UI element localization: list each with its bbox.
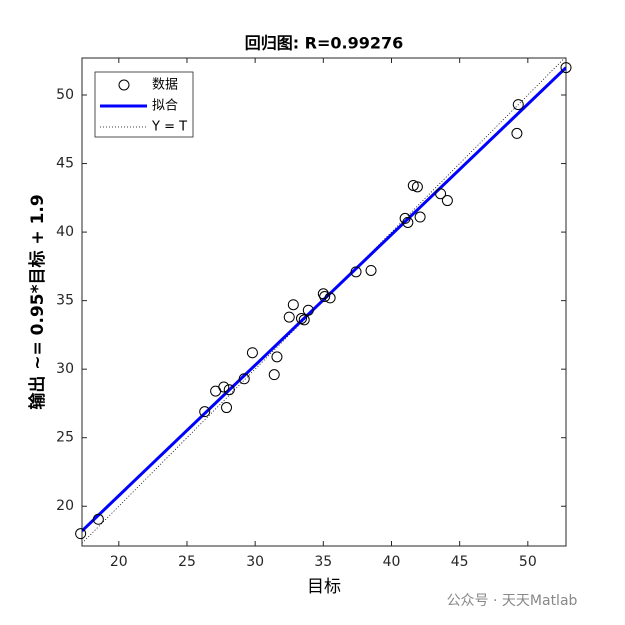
series-line <box>82 58 566 544</box>
watermark: 公众号 · 天天Matlab <box>447 593 578 609</box>
data-point <box>350 266 362 278</box>
data-point <box>223 384 235 396</box>
data-point <box>218 381 230 393</box>
y-axis-label: 输出 ~= 0.95*目标 + 1.9 <box>27 194 48 409</box>
data-point <box>402 216 414 228</box>
x-tick-label: 45 <box>451 554 469 570</box>
data-point <box>283 311 295 323</box>
y-tick-label: 25 <box>56 430 74 446</box>
y-tick-label: 50 <box>56 87 74 103</box>
data-point <box>435 188 447 200</box>
data-point <box>75 528 87 540</box>
x-axis-label: 目标 <box>307 577 341 597</box>
x-tick-label: 50 <box>519 554 537 570</box>
legend-label: Y = T <box>151 120 187 135</box>
data-point <box>511 127 523 139</box>
x-tick-label: 25 <box>178 554 196 570</box>
data-point <box>411 181 423 193</box>
x-tick-label: 35 <box>314 554 332 570</box>
y-tick-label: 20 <box>56 498 74 514</box>
y-tick-label: 40 <box>56 224 74 240</box>
data-point <box>414 211 426 223</box>
plot-layer <box>82 58 566 544</box>
data-point <box>512 99 524 111</box>
data-point <box>560 62 572 74</box>
y-tick-label: 35 <box>56 293 74 309</box>
data-point <box>441 195 453 207</box>
data-point <box>365 264 377 276</box>
y-tick-label: 45 <box>56 156 74 172</box>
data-point <box>287 299 299 311</box>
data-point <box>319 291 331 303</box>
data-point <box>221 402 233 414</box>
legend-label: 数据 <box>152 78 178 93</box>
legend-label: 拟合 <box>152 99 178 114</box>
data-point <box>268 369 280 381</box>
data-point <box>246 347 258 359</box>
data-point <box>92 513 104 525</box>
x-tick-label: 20 <box>110 554 128 570</box>
data-point <box>324 292 336 304</box>
x-tick-label: 30 <box>246 554 264 570</box>
y-tick-label: 30 <box>56 361 74 377</box>
data-point <box>302 304 314 316</box>
data-point <box>238 373 250 385</box>
series-line <box>82 66 566 533</box>
x-tick-label: 40 <box>383 554 401 570</box>
data-point <box>271 351 283 363</box>
data-point <box>298 314 310 326</box>
data-point <box>199 406 211 418</box>
legend-marker <box>118 79 130 91</box>
chart-title: 回归图: R=0.99276 <box>245 34 404 53</box>
plot-area <box>81 57 567 547</box>
